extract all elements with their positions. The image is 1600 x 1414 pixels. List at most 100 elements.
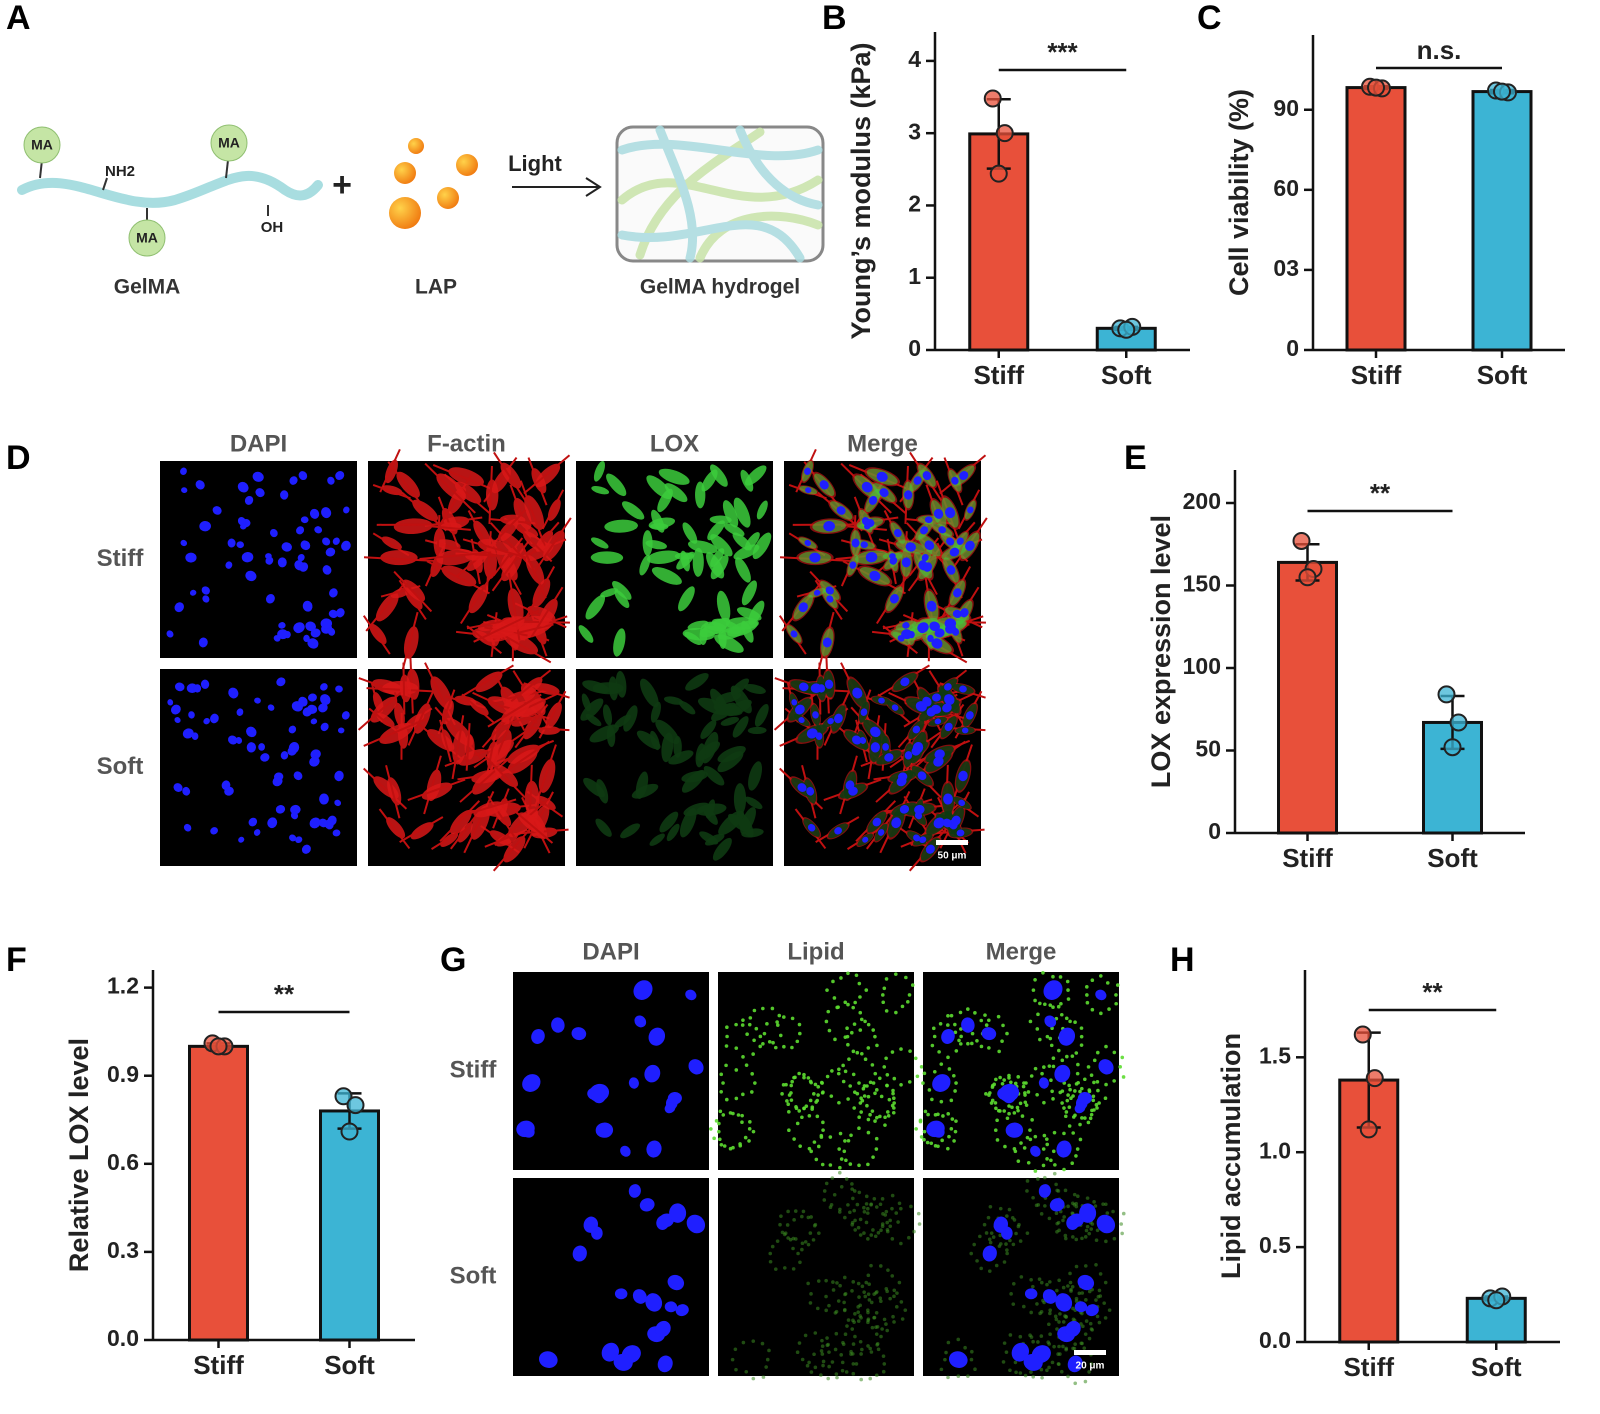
actin	[475, 630, 496, 647]
micrograph	[362, 448, 572, 673]
nucleus	[310, 718, 318, 725]
nucleus	[335, 470, 345, 480]
lipid	[1067, 1083, 1071, 1088]
lipid	[946, 1340, 951, 1345]
lipid	[1019, 1275, 1024, 1279]
ma-label: MA	[31, 137, 53, 153]
lipid	[853, 1228, 857, 1232]
lipid	[1031, 1375, 1036, 1379]
lipid	[1058, 975, 1063, 979]
lipid	[892, 1106, 896, 1110]
lipid	[972, 1242, 976, 1247]
nucleus	[341, 711, 350, 720]
lipid	[1042, 1133, 1047, 1138]
lipid	[890, 1193, 895, 1198]
lipid	[995, 1138, 1000, 1142]
lipid	[987, 1046, 991, 1050]
lipid	[956, 1374, 961, 1378]
lox	[664, 483, 688, 503]
lipid	[813, 1082, 818, 1087]
nucleus	[859, 737, 867, 744]
lipid	[827, 1028, 832, 1033]
lox	[722, 500, 739, 528]
lipid	[836, 1071, 841, 1076]
lipid	[1071, 1235, 1075, 1239]
lipid	[815, 1306, 820, 1311]
lipid	[917, 1222, 922, 1226]
lipid	[1097, 1288, 1102, 1293]
lipid	[1081, 1324, 1085, 1329]
lipid	[1068, 1271, 1072, 1276]
nucleus	[1023, 1353, 1043, 1371]
lipid	[718, 1109, 723, 1114]
nucleus	[851, 538, 860, 548]
lipid	[954, 1119, 958, 1123]
lipid	[888, 1218, 893, 1223]
lipid	[915, 1074, 920, 1079]
filament	[419, 551, 492, 561]
nucleus	[915, 701, 928, 712]
lipid	[1083, 1264, 1088, 1268]
lipid	[1038, 1037, 1042, 1042]
nucleus	[307, 638, 319, 649]
data-point	[989, 164, 1008, 183]
nucleus	[644, 1064, 661, 1083]
filament	[393, 570, 433, 613]
lipid	[1115, 983, 1120, 987]
nucleus	[332, 537, 340, 545]
lipid	[947, 1067, 952, 1071]
lipid	[987, 1269, 992, 1273]
lipid	[1043, 1002, 1047, 1007]
lipid	[851, 1196, 855, 1201]
nucleus	[267, 704, 275, 711]
lipid	[864, 1202, 869, 1206]
lipid	[863, 1294, 868, 1299]
nucleus	[675, 1304, 689, 1317]
lipid	[1091, 1098, 1096, 1103]
lipid	[1045, 1282, 1049, 1287]
nucleus	[826, 595, 834, 603]
lox	[578, 625, 594, 643]
nucleus	[1042, 1289, 1057, 1304]
nucleus	[870, 742, 880, 753]
lipid	[730, 1357, 735, 1362]
nucleus	[200, 679, 210, 689]
nucleus	[920, 526, 929, 535]
lipid	[1047, 1216, 1052, 1221]
lipid	[947, 1134, 951, 1139]
lipid	[863, 1057, 868, 1062]
lipid	[882, 986, 887, 991]
nucleus	[1074, 1301, 1088, 1313]
lipid	[1021, 1084, 1026, 1089]
lipid	[816, 1093, 820, 1097]
lipid	[825, 1336, 829, 1340]
lipid	[1071, 1131, 1075, 1135]
x-tick-label: Stiff	[1343, 1352, 1394, 1382]
nucleus	[943, 793, 953, 805]
lipid	[1068, 1019, 1072, 1024]
lipid	[1099, 1011, 1103, 1016]
lipid	[996, 1109, 1001, 1113]
lipid	[1092, 1058, 1097, 1063]
lipid	[848, 1084, 852, 1088]
nucleus	[861, 516, 870, 526]
lipid	[954, 1081, 958, 1085]
lipid	[1014, 1370, 1018, 1375]
nucleus	[202, 595, 210, 603]
lipid	[780, 1092, 784, 1096]
lipid	[843, 1307, 847, 1312]
lipid	[1005, 1248, 1009, 1252]
filament	[401, 611, 419, 673]
lipid	[866, 1022, 871, 1027]
lipid	[900, 1317, 905, 1321]
lipid	[853, 1312, 857, 1316]
filament	[372, 484, 411, 500]
lipid	[873, 1091, 877, 1096]
lipid	[1101, 1202, 1105, 1206]
filament	[439, 800, 481, 843]
plus-sign: +	[332, 166, 352, 204]
nucleus	[965, 540, 975, 551]
lipid	[1048, 1308, 1053, 1313]
lipid	[744, 1370, 749, 1374]
lipid	[856, 1310, 861, 1314]
